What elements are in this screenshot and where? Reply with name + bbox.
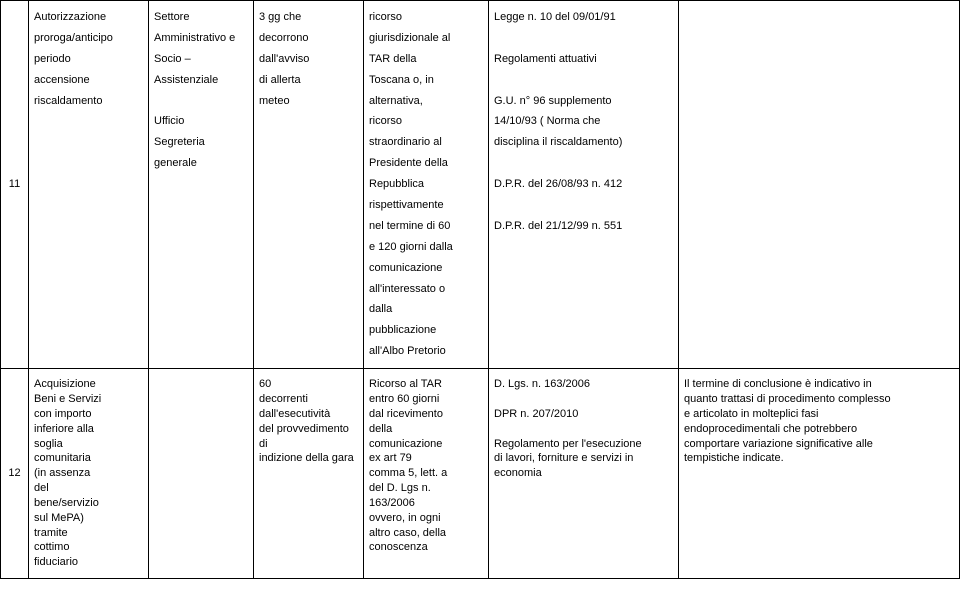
data-table: 11 Autorizzazioneproroga/anticipo period… [0, 0, 960, 579]
cell-norms: Legge n. 10 del 09/01/91Regolamenti attu… [489, 1, 679, 369]
cell-office: SettoreAmministrativo eSocio –Assistenzi… [149, 1, 254, 369]
row-index: 11 [1, 1, 29, 369]
cell-term: 3 gg chedecorronodall'avvisodi allertame… [254, 1, 364, 369]
cell-notes: Il termine di conclusione è indicativo i… [679, 369, 960, 579]
row-index: 12 [1, 369, 29, 579]
cell-norms: D. Lgs. n. 163/2006DPR n. 207/2010Regola… [489, 369, 679, 579]
cell-office [149, 369, 254, 579]
table-row: 12 AcquisizioneBeni e Servizicon importo… [1, 369, 960, 579]
cell-subject: AcquisizioneBeni e Servizicon importoinf… [29, 369, 149, 579]
cell-notes [679, 1, 960, 369]
cell-appeal: ricorsogiurisdizionale alTAR dellaToscan… [364, 1, 489, 369]
cell-appeal: Ricorso al TARentro 60 giornidal ricevim… [364, 369, 489, 579]
table-row: 11 Autorizzazioneproroga/anticipo period… [1, 1, 960, 369]
cell-term: 60decorrentidall'esecutivitàdel provvedi… [254, 369, 364, 579]
cell-subject: Autorizzazioneproroga/anticipo periodoac… [29, 1, 149, 369]
